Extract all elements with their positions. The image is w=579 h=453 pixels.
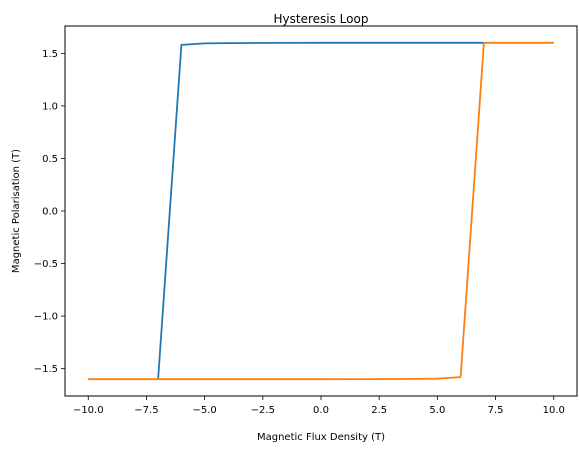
series-2-point (320, 378, 322, 380)
y-axis-label: Magnetic Polarisation (T) (11, 149, 22, 273)
series-2-point (157, 378, 159, 380)
series-2-point (413, 378, 415, 380)
y-tick-label: −1.0 (34, 312, 58, 323)
x-tick-label: 10.0 (543, 405, 565, 416)
series-1-point (366, 42, 369, 44)
series-line-2 (88, 41, 554, 381)
series-2-point (460, 376, 462, 378)
y-tick-label: 0.5 (42, 154, 58, 165)
series-1-point (204, 42, 206, 45)
y-axis-ticks: −1.5 −1.0 −0.5 0.0 0.5 1.0 1.5 (34, 49, 65, 375)
x-tick-label: −7.5 (134, 405, 158, 416)
series-2-point (553, 42, 555, 44)
y-tick-label: 1.0 (42, 101, 58, 112)
y-tick-label: 1.5 (42, 49, 58, 60)
x-tick-label: 7.5 (488, 405, 504, 416)
series-2-point (436, 378, 438, 380)
x-axis-label: Magnetic Flux Density (T) (257, 432, 385, 443)
y-tick-label: 0.0 (42, 207, 58, 218)
series-1-point (460, 42, 462, 44)
y-tick-label: −1.5 (34, 364, 58, 375)
series-2-point (366, 378, 369, 380)
plot-frame (64, 25, 578, 397)
x-tick-label: 5.0 (429, 405, 445, 416)
x-tick-label: 0.0 (313, 405, 329, 416)
x-tick-label: −2.5 (251, 405, 275, 416)
y-tick-label: −0.5 (34, 259, 58, 270)
chart-title: Hysteresis Loop (274, 12, 369, 26)
series-2-point (87, 378, 89, 380)
series-1-point (413, 42, 415, 44)
series-1-point (227, 42, 229, 44)
series-1-point (320, 42, 322, 44)
series-1-point (273, 42, 276, 44)
x-axis-ticks: −10.0 −7.5 −5.0 −2.5 0.0 2.5 5.0 7.5 10.0 (73, 396, 565, 416)
x-tick-label: −10.0 (73, 405, 104, 416)
series-2-point (483, 42, 485, 44)
series-layer (87, 41, 555, 381)
series-line-1 (157, 41, 484, 380)
x-tick-label: −5.0 (192, 405, 216, 416)
series-1-point (180, 44, 182, 46)
series-2-point (204, 378, 206, 380)
x-tick-label: 2.5 (371, 405, 387, 416)
series-2-point (273, 378, 276, 380)
